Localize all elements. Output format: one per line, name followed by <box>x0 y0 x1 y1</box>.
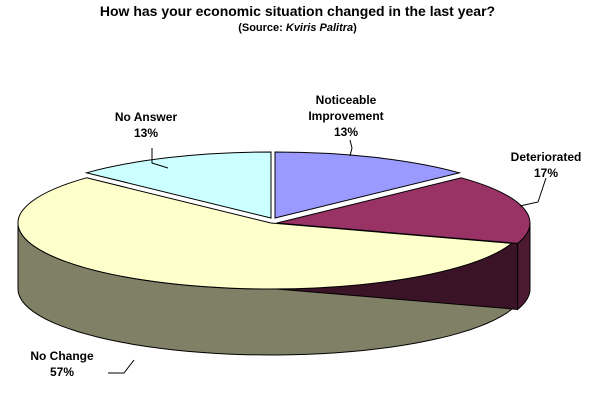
pie-slice-2 <box>17 177 513 290</box>
slice-value-label-0: 13% <box>334 125 358 139</box>
pie-slice-0 <box>274 151 462 219</box>
leader-line-2 <box>108 359 135 374</box>
pie-slice-1 <box>276 177 531 244</box>
slice-label-2: No Change <box>30 349 94 363</box>
slice-value-label-3: 13% <box>134 126 158 140</box>
subtitle-source: Kviris Palitra <box>285 22 354 34</box>
subtitle-prefix: (Source: <box>238 22 286 34</box>
pie-slice-3 <box>84 151 272 219</box>
slice-value-label-2: 57% <box>50 365 74 379</box>
subtitle-suffix: ) <box>353 22 357 34</box>
slice-label-3: No Answer <box>115 110 178 124</box>
slice-label-0: Noticeable <box>316 93 377 107</box>
chart-title: How has your economic situation changed … <box>99 3 496 19</box>
leader-line-1 <box>519 177 547 207</box>
slice-label-1: Deteriorated <box>511 150 582 164</box>
chart-subtitle: (Source: Kviris Palitra) <box>0 21 595 36</box>
leader-line-0 <box>349 139 353 157</box>
slice-label-0: Improvement <box>308 109 383 123</box>
slice-value-label-1: 17% <box>534 166 558 180</box>
leader-line-3 <box>151 148 169 169</box>
